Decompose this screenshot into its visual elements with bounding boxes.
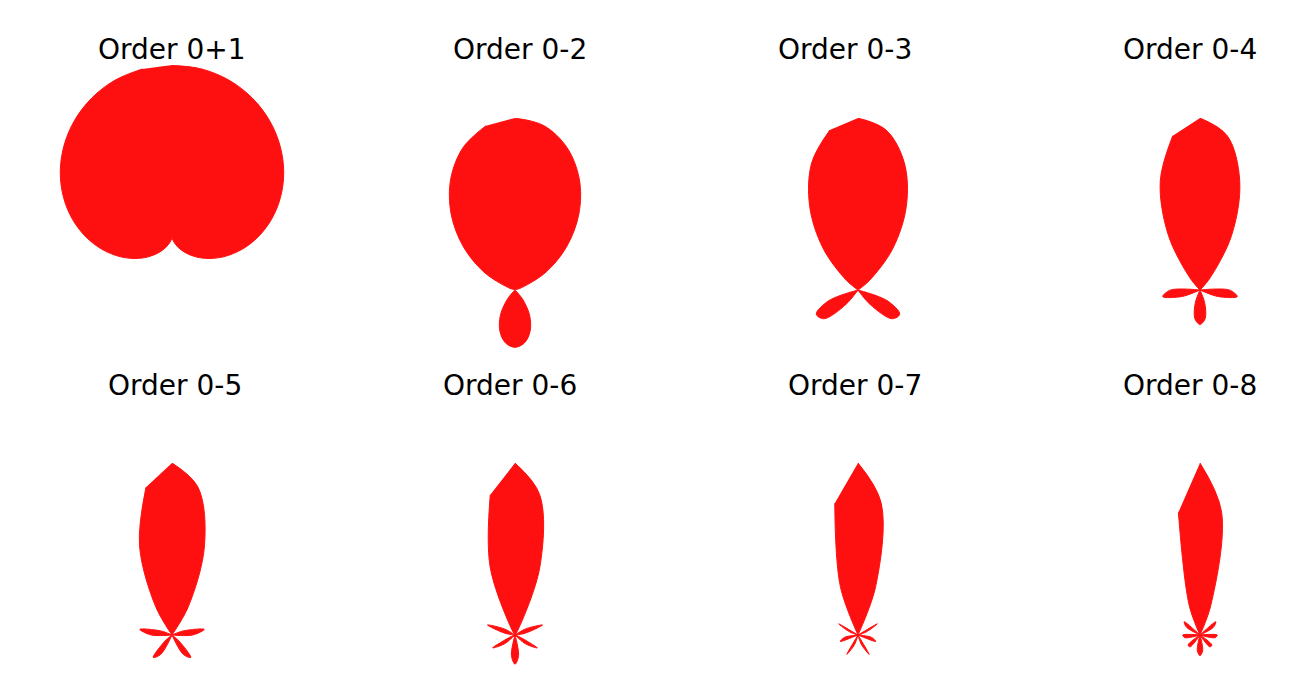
svg-text:Order 0-7: Order 0-7 [788,369,922,402]
svg-text:Order 0-5: Order 0-5 [108,369,242,402]
svg-text:Order 0-6: Order 0-6 [443,369,577,402]
svg-text:Order 0-2: Order 0-2 [453,33,587,66]
svg-text:Order 0-8: Order 0-8 [1123,369,1257,402]
svg-text:Order 0+1: Order 0+1 [98,33,246,66]
svg-text:Order 0-3: Order 0-3 [778,33,912,66]
svg-text:Order 0-4: Order 0-4 [1123,33,1257,66]
